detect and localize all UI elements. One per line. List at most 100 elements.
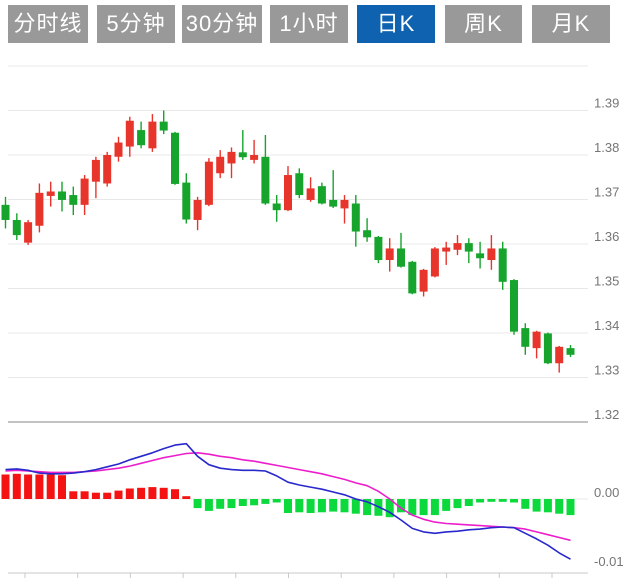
tab-daily-k[interactable]: 日K	[357, 5, 435, 43]
macd-bar-down	[397, 499, 405, 513]
candle-down	[510, 280, 518, 332]
candle-up	[555, 346, 564, 364]
candle-up	[193, 199, 202, 220]
macd-bar-up	[80, 491, 89, 499]
candle-down	[476, 253, 485, 259]
candle-down	[261, 156, 270, 204]
candle-down	[408, 261, 417, 294]
candle-up	[284, 175, 292, 211]
price-axis-label: 1.39	[594, 96, 619, 111]
candle-up	[340, 199, 349, 209]
macd-bar-up	[171, 489, 179, 499]
price-axis-label: 1.37	[594, 185, 619, 200]
candle-up	[419, 269, 428, 292]
macd-bar-down	[487, 499, 496, 502]
candle-down	[182, 182, 191, 220]
candle-down	[374, 236, 383, 261]
macd-bar-down	[272, 499, 281, 503]
macd-bar-down	[385, 499, 394, 518]
candle-up	[453, 243, 462, 250]
macd-axis-label: 0.00	[594, 485, 619, 500]
candle-up	[114, 142, 123, 157]
candle-up	[306, 188, 315, 200]
macd-bar-down	[250, 499, 259, 506]
macd-bar-down	[227, 499, 236, 509]
macd-bar-up	[1, 474, 10, 499]
macd-bar-up	[91, 492, 100, 499]
macd-bar-down	[476, 499, 485, 503]
macd-bar-down	[363, 499, 372, 516]
price-axis-label: 1.36	[594, 229, 619, 244]
macd-bar-up	[24, 474, 33, 499]
macd-bar-down	[430, 499, 439, 516]
macd-bar-down	[510, 499, 518, 503]
macd-bar-down	[340, 499, 349, 513]
candle-down	[137, 130, 146, 146]
price-axis-label: 1.32	[594, 407, 619, 422]
macd-bar-down	[543, 499, 552, 513]
candle-down	[363, 230, 372, 238]
candle-up	[487, 248, 496, 261]
macd-bar-up	[137, 487, 146, 499]
macd-bar-down	[419, 499, 428, 516]
macd-bar-down	[238, 499, 247, 506]
candle-down	[272, 203, 281, 211]
price-gridlines	[8, 65, 588, 423]
candle-up	[103, 155, 112, 184]
price-axis-label: 1.33	[594, 363, 619, 378]
candle-down	[543, 333, 552, 364]
macd-axis-label: -0.01	[594, 554, 624, 569]
candle-up	[430, 248, 439, 277]
candle-down	[1, 204, 10, 220]
macd-bar-down	[555, 499, 564, 514]
time-axis	[8, 572, 588, 578]
dea-line	[5, 451, 571, 542]
tab-monthly-k[interactable]: 月K	[532, 5, 610, 43]
tab-timeline[interactable]: 分时线	[8, 5, 88, 43]
macd-bar-down	[464, 499, 473, 506]
macd-bar-up	[182, 496, 191, 499]
macd-bar-down	[261, 499, 270, 504]
candle-down	[351, 203, 360, 232]
candle-up	[216, 156, 225, 174]
candle-down	[566, 348, 575, 355]
macd-bar-down	[295, 499, 304, 513]
candle-up	[250, 155, 259, 160]
candle-down	[498, 248, 507, 282]
candle-up	[46, 191, 55, 196]
macd-bar-down	[193, 499, 202, 509]
macd-bar-up	[148, 487, 157, 499]
candle-down	[12, 219, 21, 236]
macd-bar-down	[498, 499, 507, 502]
tab-5min[interactable]: 5分钟	[97, 5, 175, 43]
macd-bar-down	[216, 499, 225, 509]
macd-bar-down	[453, 499, 462, 509]
candle-down	[159, 121, 168, 131]
macd-bar-up	[12, 473, 21, 499]
candle-down	[69, 195, 78, 205]
candle-up	[204, 161, 213, 205]
candle-down	[317, 186, 326, 204]
macd-bar-down	[532, 499, 541, 512]
candle-up	[35, 192, 44, 226]
candle-up	[385, 248, 394, 261]
macd-histogram	[1, 473, 575, 518]
macd-bar-up	[69, 491, 78, 499]
candle-up	[24, 222, 33, 243]
macd-bar-up	[35, 474, 44, 499]
macd-bar-down	[204, 499, 213, 511]
candle-up	[227, 151, 236, 164]
price-axis-label: 1.38	[594, 140, 619, 155]
macd-bar-down	[351, 499, 360, 514]
tab-30min[interactable]: 30分钟	[182, 5, 262, 43]
candle-down	[171, 132, 179, 184]
macd-bar-down	[284, 499, 292, 513]
macd-bar-down	[566, 499, 575, 516]
candle-down	[58, 191, 66, 200]
macd-axis-labels: 0.00 -0.01	[594, 485, 624, 569]
macd-bar-down	[442, 499, 451, 511]
tab-1hour[interactable]: 1小时	[270, 5, 348, 43]
tab-weekly-k[interactable]: 周K	[445, 5, 522, 43]
candle-down	[464, 243, 473, 252]
